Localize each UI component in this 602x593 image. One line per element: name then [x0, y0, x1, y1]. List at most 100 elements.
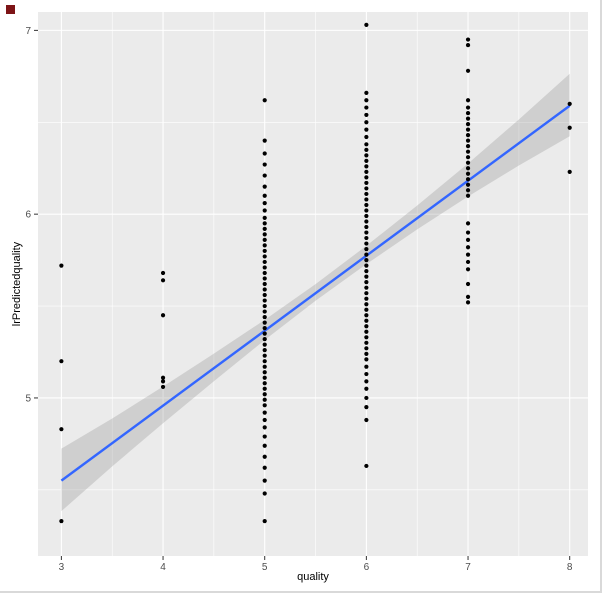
- data-point: [465, 171, 471, 176]
- data-point: [59, 359, 64, 364]
- data-point: [364, 246, 369, 252]
- regression-line: [60, 104, 571, 482]
- data-point: [364, 364, 369, 369]
- data-point: [364, 329, 369, 334]
- data-point: [262, 254, 267, 259]
- data-point: [262, 331, 267, 336]
- data-point: [262, 232, 267, 237]
- data-point: [465, 245, 471, 250]
- data-point: [262, 443, 267, 448]
- data-point: [364, 371, 369, 377]
- window-artifact-square: [6, 5, 15, 14]
- data-point: [262, 287, 267, 292]
- data-point: [465, 144, 471, 149]
- data-point: [364, 302, 369, 307]
- data-point: [364, 158, 369, 163]
- data-point: [465, 98, 471, 103]
- data-point: [465, 177, 471, 182]
- data-point: [262, 201, 267, 206]
- y-tick-label: 5: [25, 393, 31, 404]
- data-point: [465, 149, 471, 154]
- x-tick-label: 7: [465, 562, 471, 573]
- data-point: [262, 270, 267, 276]
- data-point: [160, 278, 166, 283]
- data-point: [364, 213, 369, 219]
- data-point: [262, 342, 267, 347]
- data-point: [262, 184, 267, 189]
- data-point: [465, 188, 471, 193]
- data-point: [364, 340, 369, 345]
- data-point: [262, 337, 267, 342]
- data-point: [262, 243, 267, 248]
- data-point: [364, 219, 369, 224]
- data-point: [59, 518, 64, 524]
- data-point: [364, 164, 369, 169]
- data-point: [465, 160, 471, 165]
- data-point: [465, 237, 471, 242]
- data-point: [262, 381, 267, 386]
- data-point: [364, 318, 369, 323]
- data-point: [262, 403, 267, 408]
- data-point: [364, 386, 369, 391]
- data-point: [364, 379, 369, 384]
- data-point: [465, 221, 471, 226]
- data-point: [262, 326, 267, 331]
- data-point: [364, 313, 369, 318]
- data-point: [364, 134, 369, 140]
- data-point: [364, 127, 369, 132]
- data-point: [262, 491, 267, 496]
- data-point: [364, 22, 369, 27]
- data-point: [465, 259, 471, 265]
- data-point: [465, 294, 471, 299]
- data-point: [262, 259, 267, 265]
- data-point: [262, 138, 267, 143]
- data-point: [465, 300, 471, 305]
- data-point: [465, 267, 471, 272]
- data-point: [364, 180, 369, 186]
- data-point: [262, 410, 267, 415]
- data-point: [364, 147, 369, 152]
- data-point: [465, 133, 471, 138]
- x-tick-label: 8: [567, 562, 573, 573]
- data-point: [262, 314, 267, 320]
- data-point: [262, 309, 267, 314]
- data-point: [262, 298, 267, 303]
- data-point: [364, 186, 369, 191]
- data-point: [262, 151, 267, 156]
- data-point: [465, 182, 471, 187]
- data-point: [465, 230, 471, 235]
- data-point: [364, 405, 369, 410]
- data-point: [465, 138, 471, 143]
- data-point: [364, 224, 369, 230]
- data-point: [364, 169, 369, 174]
- data-point: [262, 98, 267, 103]
- data-point: [262, 370, 267, 375]
- data-point: [364, 324, 369, 329]
- data-point: [160, 379, 166, 384]
- data-point: [364, 90, 369, 95]
- data-point: [160, 313, 166, 318]
- data-point: [465, 68, 471, 73]
- x-tick-label: 6: [364, 562, 370, 573]
- data-point: [262, 353, 267, 358]
- data-point: [160, 375, 166, 380]
- data-point: [262, 359, 267, 364]
- data-point: [262, 276, 267, 281]
- data-point: [364, 285, 369, 290]
- data-point: [364, 280, 369, 285]
- x-tick-label: 3: [59, 562, 65, 573]
- data-point: [364, 357, 369, 362]
- data-point: [465, 166, 471, 171]
- data-point: [364, 208, 369, 213]
- data-point: [465, 37, 471, 42]
- data-point: [160, 270, 166, 276]
- data-point: [364, 202, 369, 208]
- y-axis-title: lrPredictedquality: [11, 241, 23, 327]
- data-point: [364, 417, 369, 423]
- data-point: [262, 208, 267, 213]
- data-point: [465, 42, 471, 48]
- data-point: [364, 346, 369, 351]
- data-point: [465, 193, 471, 198]
